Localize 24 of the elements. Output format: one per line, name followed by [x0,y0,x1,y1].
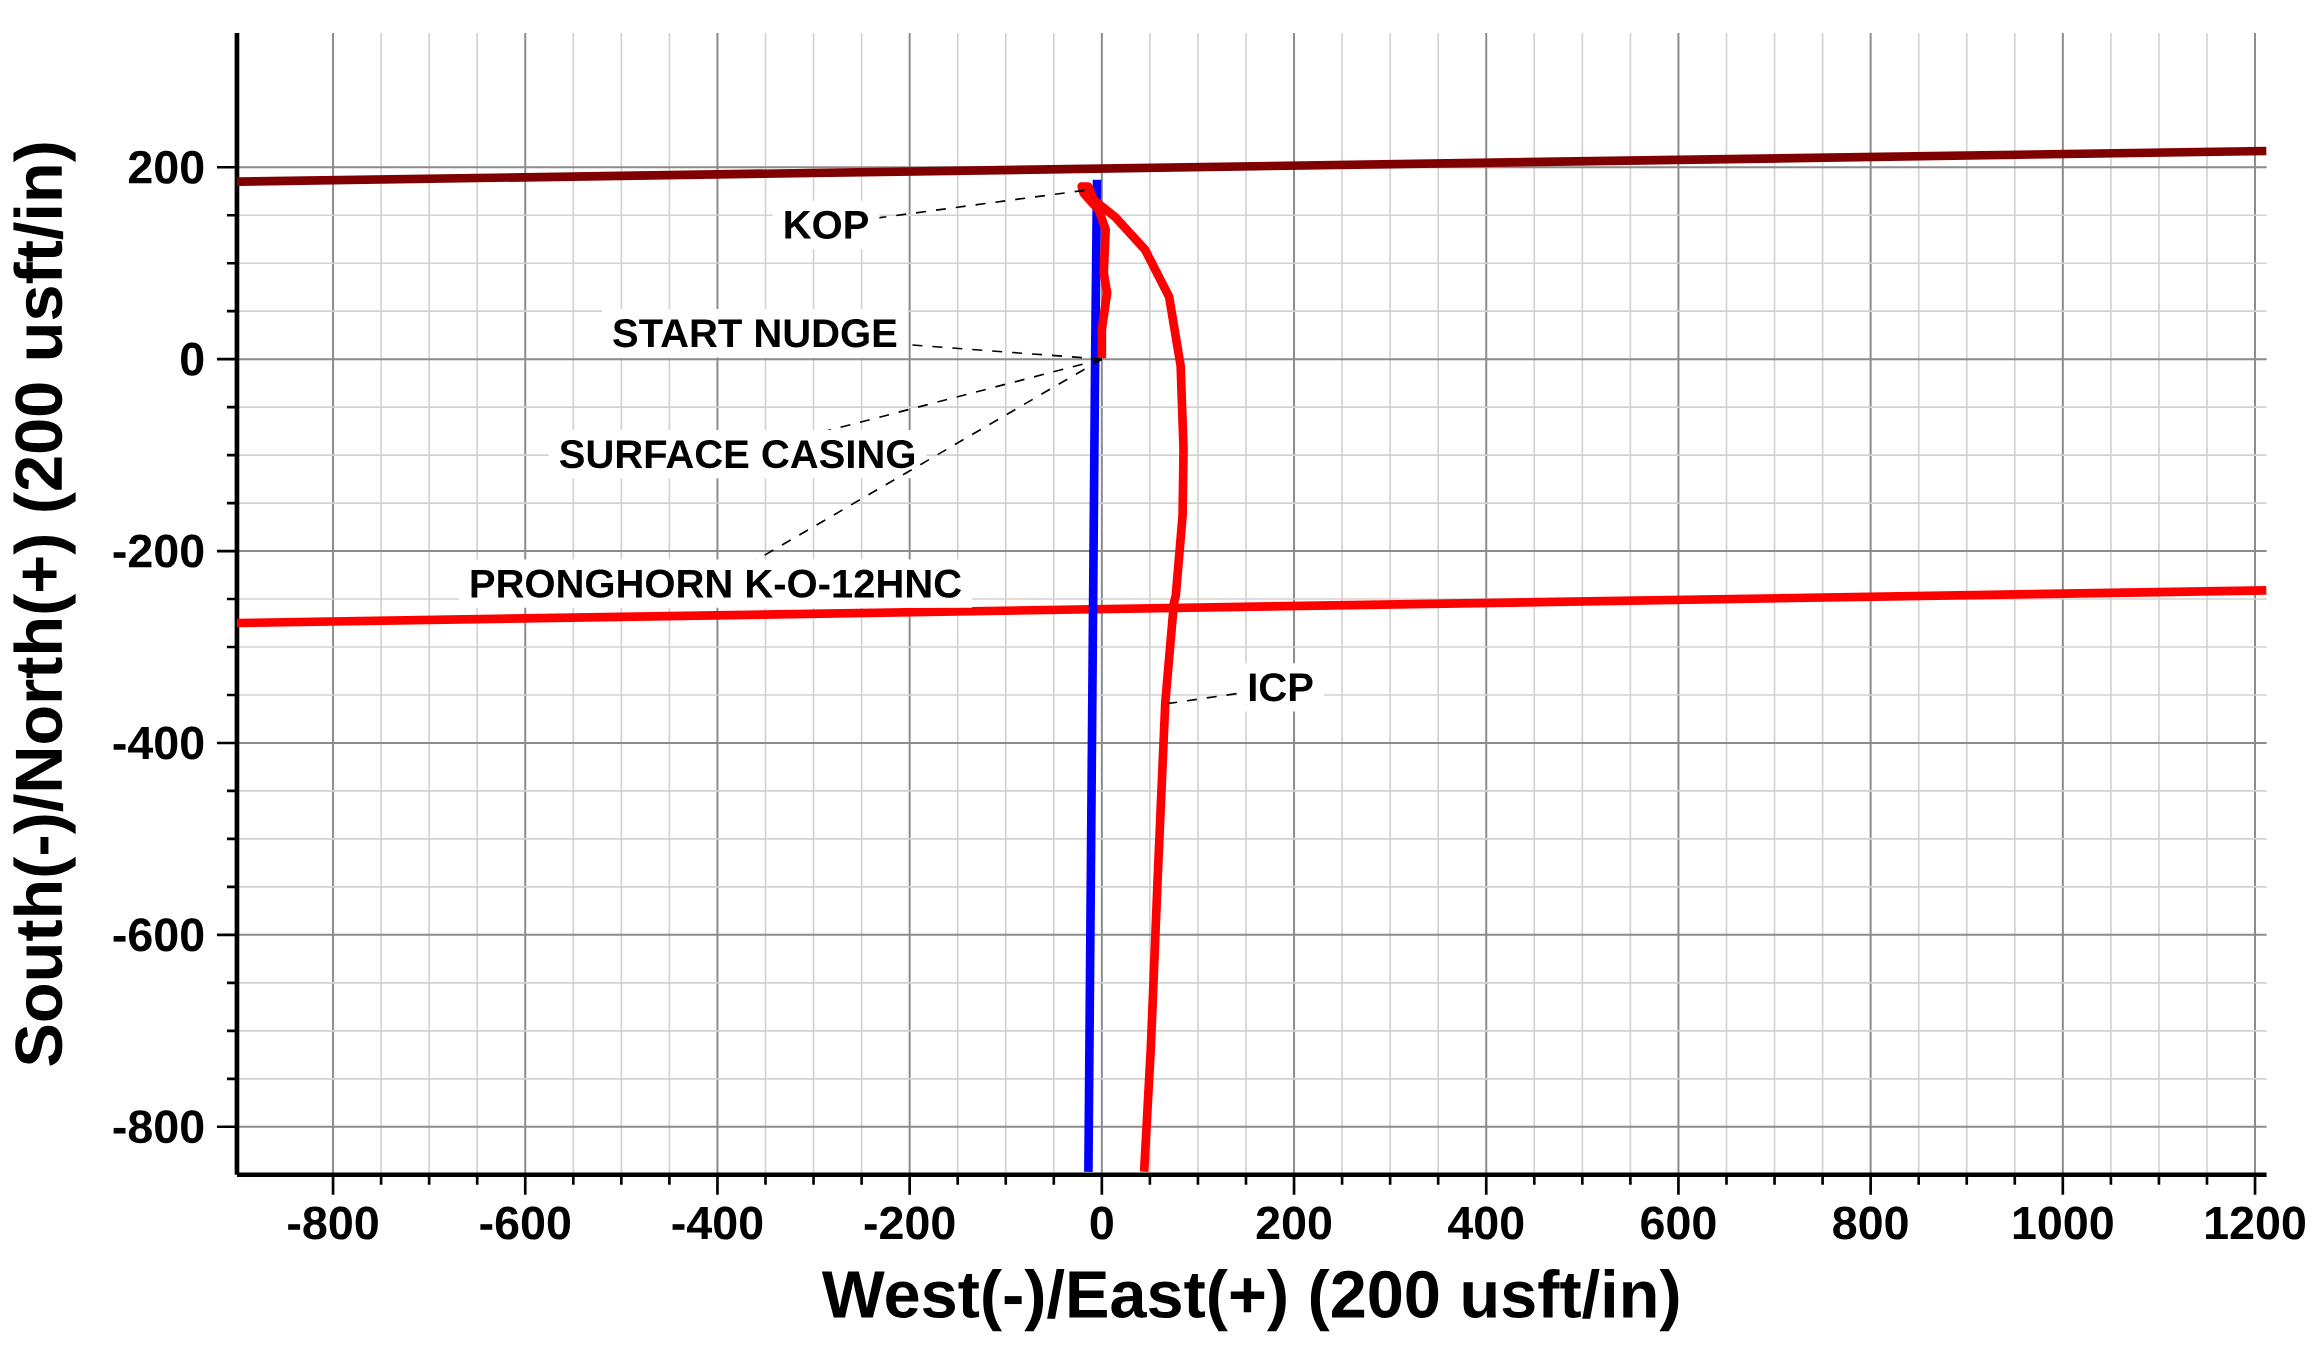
x-tick-label: 0 [1090,1206,1113,1240]
x-tick-label: -600 [480,1206,571,1240]
y-tick-label: -800 [113,1110,204,1144]
x-tick-label: 800 [1833,1206,1908,1240]
x-axis-title: West(-)/East(+) (200 usft/in) [821,1269,1679,1332]
annotation: ICP [1249,673,1313,702]
x-tick-label: 1000 [2013,1206,2113,1240]
y-axis-title: South(-)/North(+) (200 usft/in) [13,143,76,1066]
x-tick-label: -800 [288,1206,378,1240]
x-tick-label: -200 [864,1206,955,1240]
annotation: PRONGHORN K-O-12HNC [471,569,962,598]
annotation: KOP [785,210,868,240]
x-tick-label: -400 [672,1206,763,1240]
y-tick-label: -600 [113,918,204,952]
x-tick-label: 600 [1641,1206,1716,1240]
x-tick-label: 1200 [2206,1206,2305,1240]
x-tick-label: 200 [1256,1206,1332,1240]
y-tick-label: -400 [113,726,204,760]
y-tick-label: -200 [113,534,204,568]
annotation: SURFACE CASING [559,440,914,469]
x-tick-label: 400 [1448,1206,1524,1240]
y-tick-label: 0 [181,342,204,376]
annotation: START NUDGE [613,319,897,348]
y-tick-label: 200 [128,150,204,184]
